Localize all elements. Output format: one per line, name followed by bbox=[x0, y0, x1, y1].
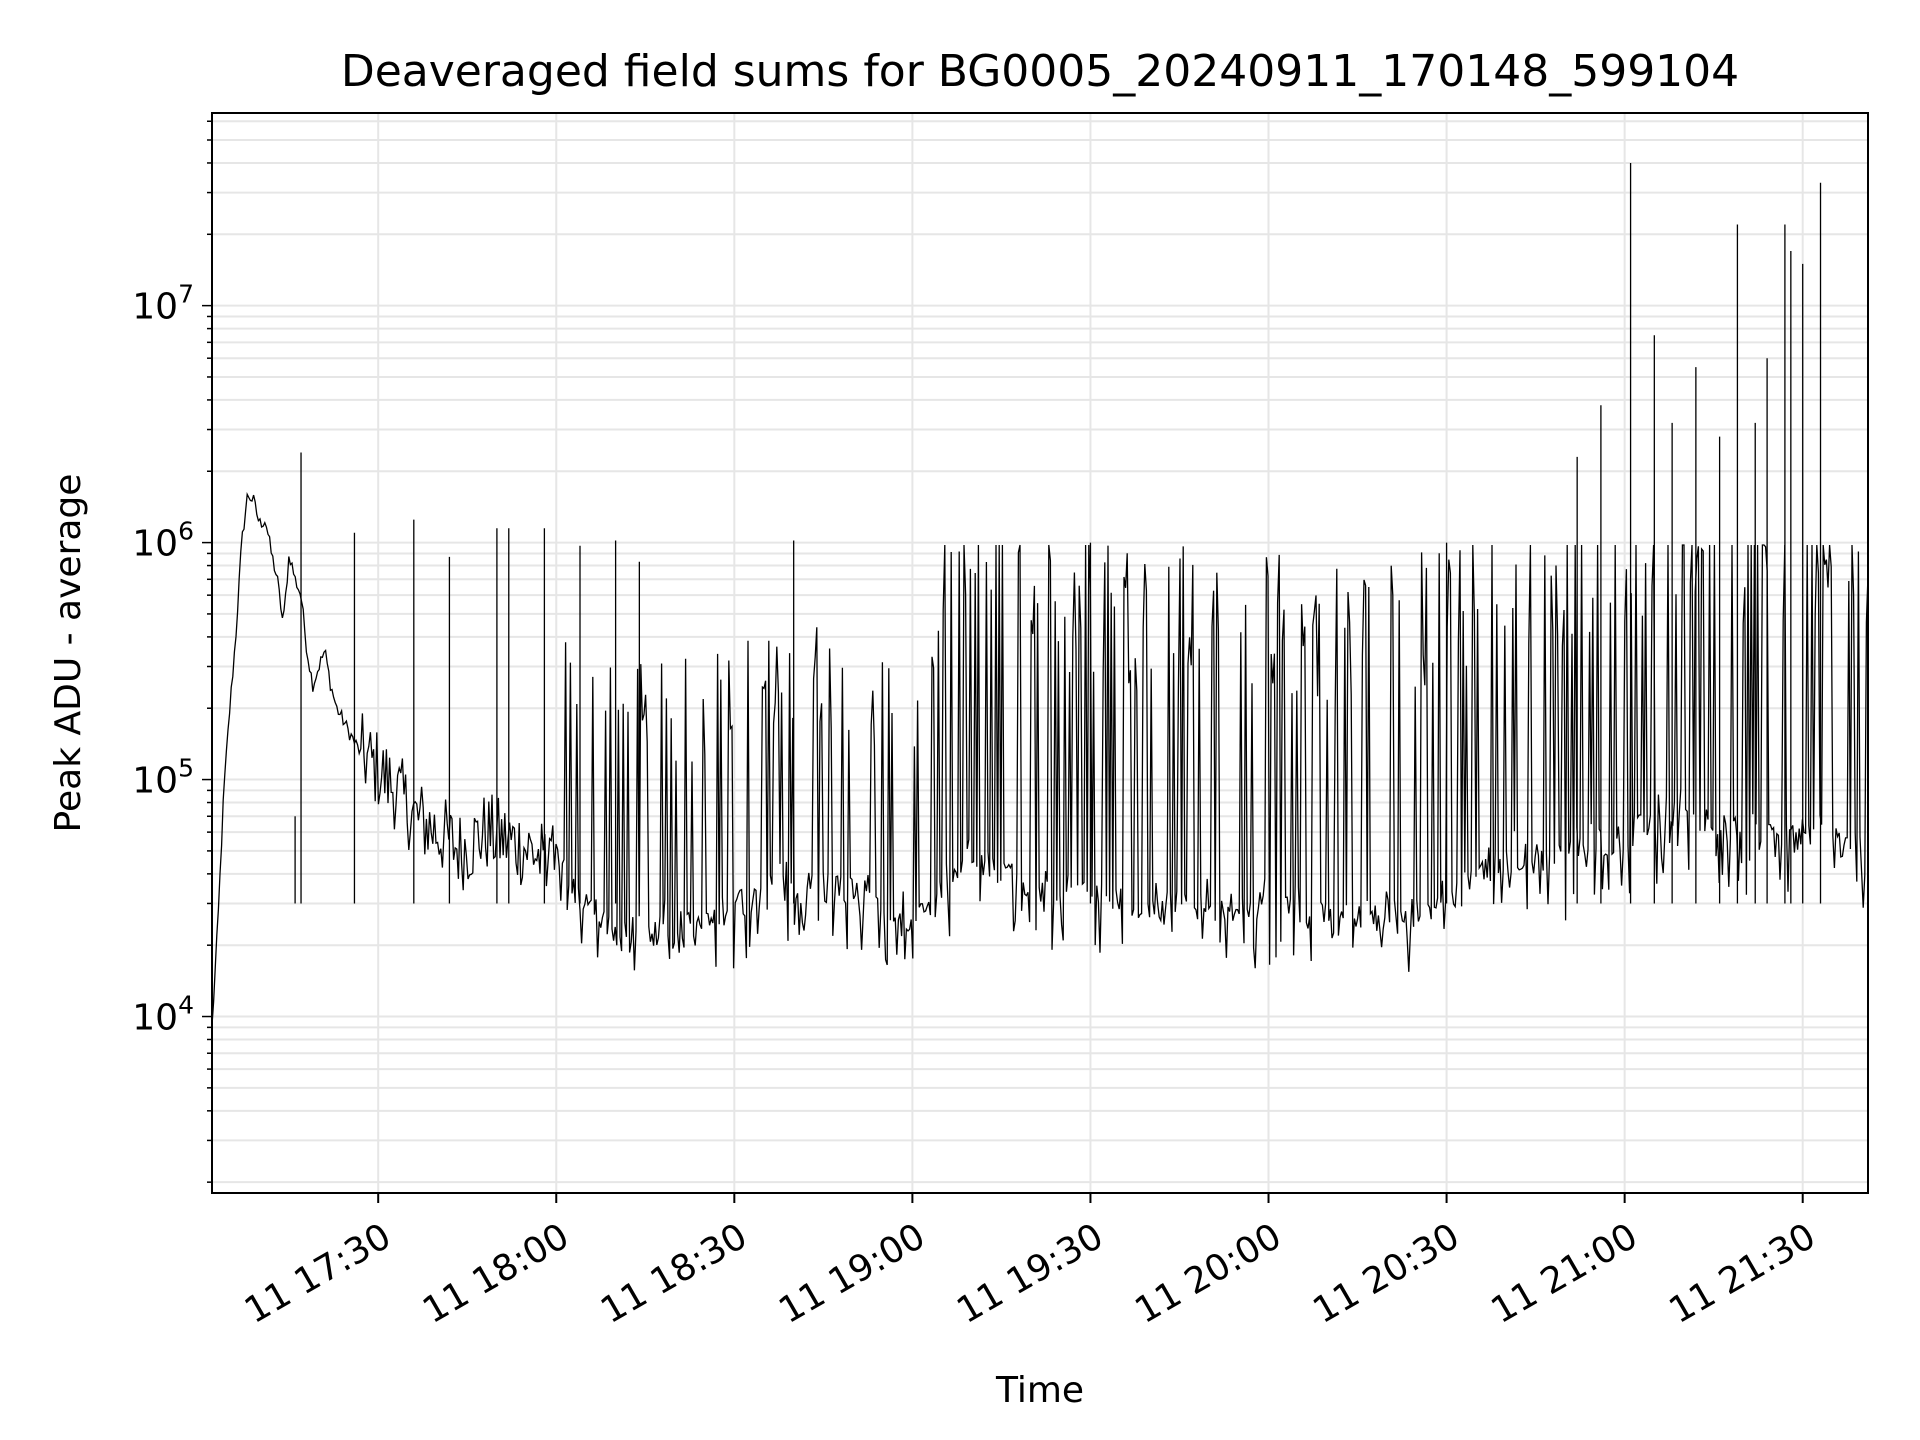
x-tick-label: 11 17:30 bbox=[238, 1216, 398, 1332]
y-tick-label: 106 bbox=[132, 517, 194, 565]
chart-title: Deaveraged field sums for BG0005_2024091… bbox=[341, 46, 1739, 97]
y-tick-label: 104 bbox=[132, 991, 194, 1039]
plot-grid bbox=[212, 113, 1868, 1193]
x-tick-label: 11 21:00 bbox=[1484, 1216, 1644, 1332]
y-axis-label: Peak ADU - average bbox=[48, 474, 89, 833]
y-tick-exponent: 5 bbox=[178, 754, 194, 783]
y-tick-base: 10 bbox=[132, 524, 178, 565]
x-axis: 11 17:30 11 18:00 11 18:30 11 19:00 11 19:30… bbox=[238, 1193, 1822, 1332]
y-tick-base: 10 bbox=[132, 761, 178, 802]
x-tick-label: 11 18:00 bbox=[416, 1216, 576, 1332]
plot-area bbox=[212, 162, 1868, 1026]
series-layer bbox=[212, 162, 1868, 1026]
y-tick-label: 105 bbox=[132, 754, 194, 802]
x-tick-label: 11 20:00 bbox=[1128, 1216, 1288, 1332]
plot-frame bbox=[211, 112, 1869, 1194]
y-tick-exponent: 7 bbox=[178, 280, 194, 309]
x-axis-label: Time bbox=[995, 1370, 1084, 1411]
x-tick-label: 11 19:30 bbox=[950, 1216, 1110, 1332]
x-tick-label: 11 18:30 bbox=[594, 1216, 754, 1332]
y-tick-exponent: 4 bbox=[178, 991, 194, 1020]
y-tick-base: 10 bbox=[132, 998, 178, 1039]
y-tick-base: 10 bbox=[132, 287, 178, 328]
x-tick-label: 11 21:30 bbox=[1663, 1216, 1823, 1332]
y-tick-exponent: 6 bbox=[178, 517, 194, 546]
x-tick-label: 11 20:30 bbox=[1306, 1216, 1466, 1332]
series-line bbox=[212, 491, 1868, 1026]
x-tick-label: 11 19:00 bbox=[772, 1216, 932, 1332]
y-tick-label: 107 bbox=[132, 280, 194, 328]
